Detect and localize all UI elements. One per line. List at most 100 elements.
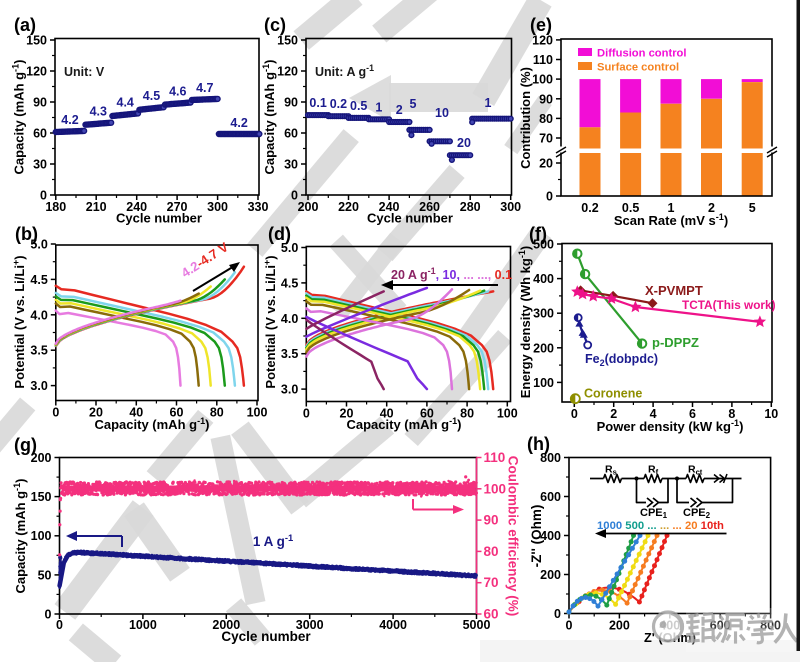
svg-text:5: 5 bbox=[749, 201, 756, 215]
svg-text:4.5: 4.5 bbox=[281, 276, 298, 290]
svg-text:120: 120 bbox=[26, 65, 47, 79]
svg-text:2: 2 bbox=[610, 407, 617, 421]
svg-text:200: 200 bbox=[540, 568, 561, 582]
svg-text:100: 100 bbox=[484, 481, 507, 496]
svg-text:120: 120 bbox=[277, 65, 298, 79]
svg-text:1000 500 ... ... ... 20 10th: 1000 500 ... ... ... 20 10th bbox=[597, 520, 724, 532]
svg-text:280: 280 bbox=[460, 200, 481, 214]
svg-text:0: 0 bbox=[571, 407, 578, 421]
svg-text:70: 70 bbox=[539, 132, 553, 146]
svg-text:Cycle number: Cycle number bbox=[367, 211, 453, 226]
svg-text:0.2: 0.2 bbox=[330, 97, 347, 111]
svg-text:Rs: Rs bbox=[605, 464, 617, 477]
svg-text:Scan Rate (mV s-1): Scan Rate (mV s-1) bbox=[614, 212, 728, 228]
svg-text:270: 270 bbox=[167, 200, 188, 214]
svg-text:0.5: 0.5 bbox=[622, 201, 639, 215]
svg-text:2000: 2000 bbox=[212, 618, 240, 632]
svg-text:4: 4 bbox=[650, 407, 657, 421]
svg-text:0.5: 0.5 bbox=[350, 99, 367, 113]
svg-text:200: 200 bbox=[31, 451, 52, 465]
svg-text:100: 100 bbox=[533, 376, 554, 390]
svg-text:200: 200 bbox=[609, 619, 630, 633]
svg-text:10: 10 bbox=[764, 407, 778, 421]
svg-text:300: 300 bbox=[500, 200, 521, 214]
svg-text:5.0: 5.0 bbox=[281, 241, 298, 255]
svg-text:210: 210 bbox=[86, 200, 107, 214]
svg-text:4.4: 4.4 bbox=[117, 95, 134, 109]
svg-text:Potential (V vs. Li/Li+): Potential (V vs. Li/Li+) bbox=[11, 255, 27, 388]
svg-text:Contribution (%): Contribution (%) bbox=[518, 67, 533, 169]
svg-text:2: 2 bbox=[396, 103, 403, 117]
svg-text:20: 20 bbox=[457, 136, 471, 150]
svg-text:Capacity (mAh g-1): Capacity (mAh g-1) bbox=[12, 478, 28, 593]
svg-text:20 A g-1, 10, ... ..., 0.1: 20 A g-1, 10, ... ..., 0.1 bbox=[391, 266, 512, 282]
svg-text:4.5: 4.5 bbox=[143, 89, 160, 103]
svg-text:150: 150 bbox=[31, 490, 52, 504]
svg-text:0: 0 bbox=[40, 189, 47, 203]
svg-text:150: 150 bbox=[26, 34, 47, 48]
svg-text:0: 0 bbox=[546, 190, 553, 204]
svg-text:110: 110 bbox=[484, 450, 506, 465]
svg-text:30: 30 bbox=[284, 158, 298, 172]
svg-text:5: 5 bbox=[410, 97, 417, 111]
svg-text:600: 600 bbox=[540, 490, 561, 504]
svg-text:90: 90 bbox=[539, 92, 553, 106]
svg-text:1000: 1000 bbox=[129, 618, 157, 632]
svg-text:80: 80 bbox=[539, 112, 553, 126]
svg-text:0.1: 0.1 bbox=[309, 96, 326, 110]
svg-text:(d): (d) bbox=[268, 224, 291, 244]
svg-text:4.0: 4.0 bbox=[30, 308, 47, 322]
svg-text:4000: 4000 bbox=[379, 618, 407, 632]
svg-text:4.2: 4.2 bbox=[230, 116, 247, 130]
svg-text:Capacity (mAh g-1): Capacity (mAh g-1) bbox=[11, 59, 27, 174]
svg-text:-Z'' (Ohm): -Z'' (Ohm) bbox=[529, 505, 544, 568]
svg-text:3.5: 3.5 bbox=[281, 347, 298, 361]
svg-text:5.0: 5.0 bbox=[30, 238, 47, 252]
svg-text:60: 60 bbox=[170, 406, 184, 420]
svg-text:X-PVMPT: X-PVMPT bbox=[645, 283, 703, 298]
svg-text:90: 90 bbox=[33, 96, 47, 110]
svg-text:p-DPPZ: p-DPPZ bbox=[652, 335, 699, 350]
svg-text:260: 260 bbox=[419, 200, 440, 214]
svg-text:0: 0 bbox=[45, 608, 52, 622]
svg-text:70: 70 bbox=[484, 575, 499, 590]
svg-text:5000: 5000 bbox=[463, 618, 491, 632]
svg-text:20: 20 bbox=[340, 407, 354, 421]
svg-text:CPE1: CPE1 bbox=[640, 507, 668, 520]
svg-text:(f): (f) bbox=[529, 224, 547, 244]
svg-text:Cycle number: Cycle number bbox=[116, 211, 202, 226]
svg-text:1: 1 bbox=[375, 100, 382, 114]
svg-text:0: 0 bbox=[554, 607, 561, 621]
svg-text:1: 1 bbox=[485, 96, 492, 110]
svg-text:0: 0 bbox=[56, 618, 63, 632]
svg-text:90: 90 bbox=[284, 96, 298, 110]
svg-text:(g): (g) bbox=[14, 435, 37, 455]
svg-text:3000: 3000 bbox=[296, 618, 324, 632]
svg-text:8: 8 bbox=[728, 407, 735, 421]
svg-text:30: 30 bbox=[33, 158, 47, 172]
svg-text:40: 40 bbox=[380, 407, 394, 421]
svg-text:220: 220 bbox=[338, 200, 359, 214]
svg-text:180: 180 bbox=[45, 200, 66, 214]
svg-text:(e): (e) bbox=[530, 15, 552, 35]
svg-text:6: 6 bbox=[689, 407, 696, 421]
svg-text:Unit: A g-1: Unit: A g-1 bbox=[315, 63, 374, 79]
svg-text:300: 300 bbox=[533, 307, 554, 321]
svg-text:200: 200 bbox=[533, 341, 554, 355]
svg-text:80: 80 bbox=[460, 407, 474, 421]
svg-text:100: 100 bbox=[247, 406, 268, 420]
svg-text:3.5: 3.5 bbox=[30, 344, 47, 358]
svg-text:4.5: 4.5 bbox=[30, 273, 47, 287]
svg-text:0: 0 bbox=[291, 189, 298, 203]
svg-text:50: 50 bbox=[38, 568, 52, 582]
svg-text:Energy density (Wh kg-1): Energy density (Wh kg-1) bbox=[517, 246, 533, 399]
svg-text:100: 100 bbox=[532, 73, 553, 87]
svg-text:3.0: 3.0 bbox=[281, 383, 298, 397]
svg-text:80: 80 bbox=[484, 544, 499, 559]
svg-text:2: 2 bbox=[708, 201, 715, 215]
svg-text:0: 0 bbox=[52, 406, 59, 420]
svg-text:(h): (h) bbox=[527, 434, 550, 454]
svg-text:Potential (V vs. Li/Li+): Potential (V vs. Li/Li+) bbox=[262, 255, 278, 388]
svg-text:40: 40 bbox=[129, 406, 143, 420]
svg-text:4.7: 4.7 bbox=[196, 81, 213, 95]
